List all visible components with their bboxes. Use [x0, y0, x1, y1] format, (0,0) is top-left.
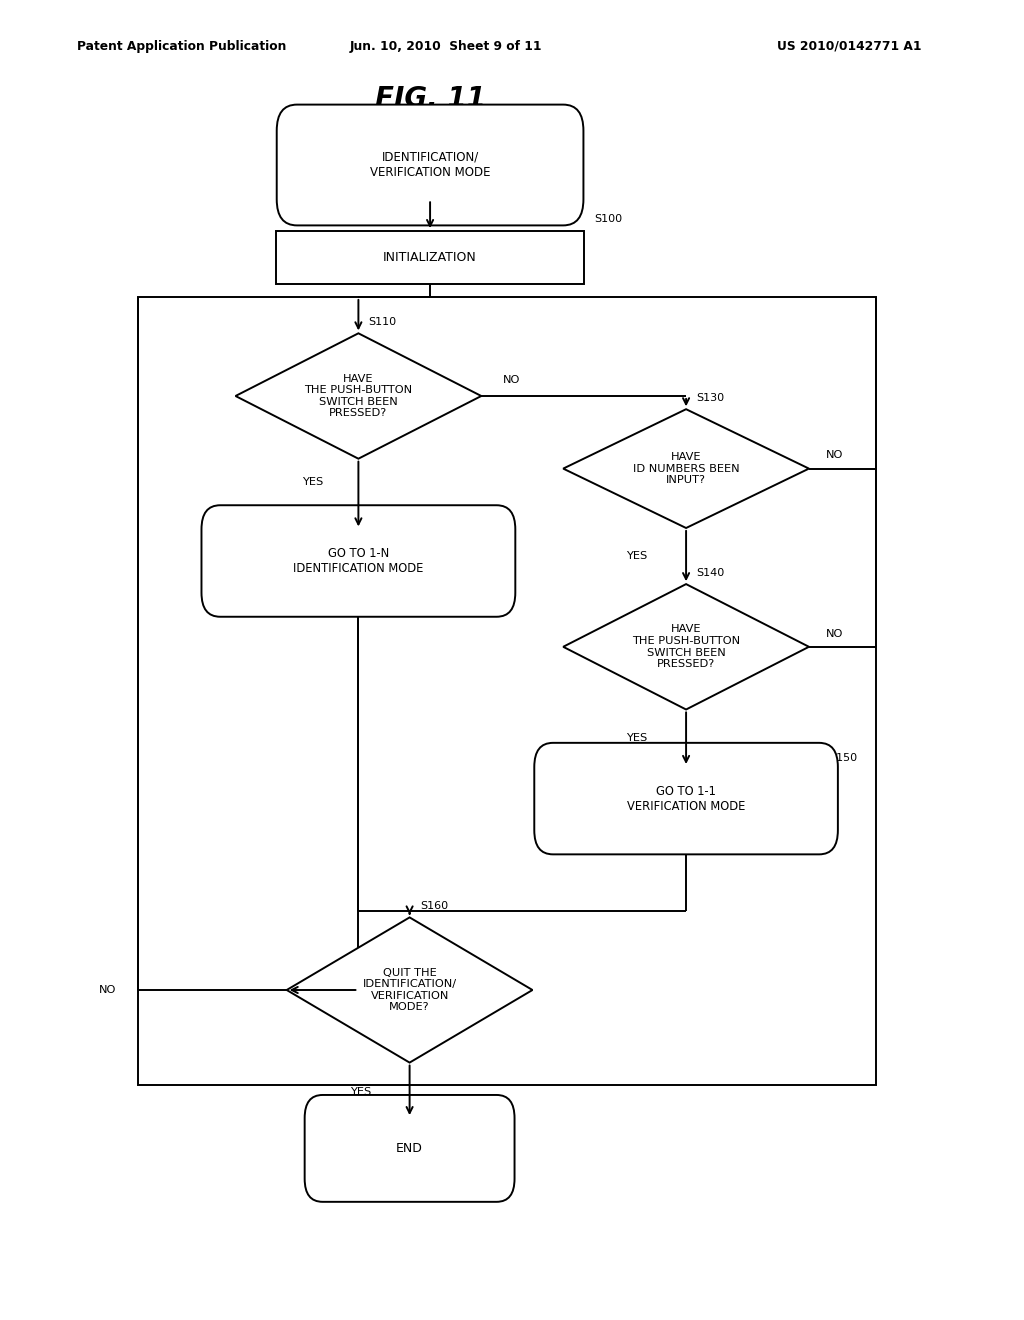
Text: YES: YES	[627, 550, 647, 561]
Text: GO TO 1-1
VERIFICATION MODE: GO TO 1-1 VERIFICATION MODE	[627, 784, 745, 813]
Text: S150: S150	[829, 752, 857, 763]
Text: NO: NO	[826, 628, 843, 639]
FancyBboxPatch shape	[535, 743, 838, 854]
Text: FIG. 11: FIG. 11	[375, 84, 485, 114]
Text: S120: S120	[364, 515, 392, 525]
Text: INITIALIZATION: INITIALIZATION	[383, 251, 477, 264]
Text: END: END	[396, 1142, 423, 1155]
Polygon shape	[236, 334, 481, 459]
Text: HAVE
THE PUSH-BUTTON
SWITCH BEEN
PRESSED?: HAVE THE PUSH-BUTTON SWITCH BEEN PRESSED…	[304, 374, 413, 418]
Text: YES: YES	[627, 733, 647, 743]
Text: YES: YES	[302, 478, 323, 487]
Text: Jun. 10, 2010  Sheet 9 of 11: Jun. 10, 2010 Sheet 9 of 11	[349, 40, 542, 53]
Polygon shape	[563, 409, 809, 528]
Text: Patent Application Publication: Patent Application Publication	[77, 40, 286, 53]
Text: NO: NO	[504, 375, 520, 385]
Bar	[138, 297, 876, 1085]
Text: QUIT THE
IDENTIFICATION/
VERIFICATION
MODE?: QUIT THE IDENTIFICATION/ VERIFICATION MO…	[362, 968, 457, 1012]
Text: HAVE
THE PUSH-BUTTON
SWITCH BEEN
PRESSED?: HAVE THE PUSH-BUTTON SWITCH BEEN PRESSED…	[632, 624, 740, 669]
Text: S110: S110	[369, 317, 396, 327]
FancyBboxPatch shape	[305, 1096, 514, 1201]
Polygon shape	[287, 917, 532, 1063]
Text: NO: NO	[826, 450, 843, 461]
Text: US 2010/0142771 A1: US 2010/0142771 A1	[777, 40, 922, 53]
Text: S130: S130	[696, 392, 724, 403]
Text: YES: YES	[350, 1086, 371, 1097]
FancyBboxPatch shape	[276, 104, 584, 226]
Polygon shape	[563, 583, 809, 710]
Text: IDENTIFICATION/
VERIFICATION MODE: IDENTIFICATION/ VERIFICATION MODE	[370, 150, 490, 180]
Bar	[276, 231, 584, 284]
Text: GO TO 1-N
IDENTIFICATION MODE: GO TO 1-N IDENTIFICATION MODE	[293, 546, 424, 576]
Text: S140: S140	[696, 568, 725, 578]
Text: S100: S100	[594, 214, 622, 224]
FancyBboxPatch shape	[202, 506, 515, 616]
Text: HAVE
ID NUMBERS BEEN
INPUT?: HAVE ID NUMBERS BEEN INPUT?	[633, 451, 739, 486]
Text: S160: S160	[420, 900, 447, 911]
Text: NO: NO	[99, 985, 116, 995]
